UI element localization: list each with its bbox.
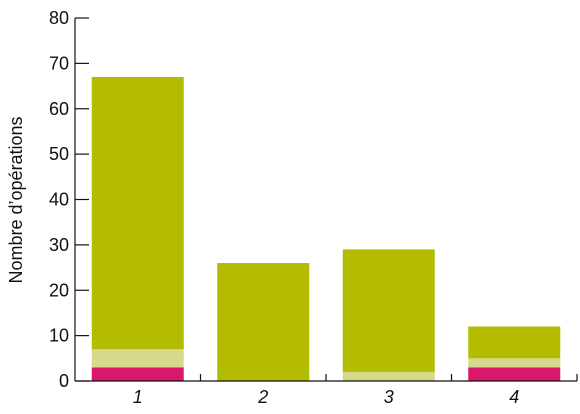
bar-segment-cat4-series3 [468, 326, 561, 359]
x-category-label: 3 [384, 387, 394, 407]
y-tick-label: 20 [49, 280, 69, 300]
bar-segment-cat1-series2 [91, 349, 184, 368]
bar-segment-cat2-series3 [217, 263, 310, 381]
bar-segment-cat3-series2 [342, 371, 435, 381]
bar-segment-cat4-series1 [468, 367, 561, 381]
y-tick-label: 40 [49, 190, 69, 210]
y-tick-label: 0 [59, 371, 69, 391]
y-tick-label: 30 [49, 235, 69, 255]
x-category-label: 2 [257, 387, 268, 407]
y-axis-title: Nombre d’opérations [6, 116, 26, 283]
bar-segment-cat4-series2 [468, 358, 561, 368]
y-tick-label: 50 [49, 144, 69, 164]
x-category-label: 1 [133, 387, 143, 407]
y-tick-label: 80 [49, 8, 69, 28]
bars-group [91, 76, 561, 381]
bar-segment-cat3-series3 [342, 249, 435, 372]
y-tick-label: 70 [49, 53, 69, 73]
y-tick-label: 10 [49, 326, 69, 346]
bar-segment-cat1-series1 [91, 367, 184, 381]
y-tick-label: 60 [49, 99, 69, 119]
bar-segment-cat1-series3 [91, 76, 184, 350]
x-category-label: 4 [509, 387, 519, 407]
x-axis: 1 2 3 4 [75, 374, 578, 407]
y-axis: 0 10 20 30 40 50 60 70 80 [49, 8, 89, 391]
